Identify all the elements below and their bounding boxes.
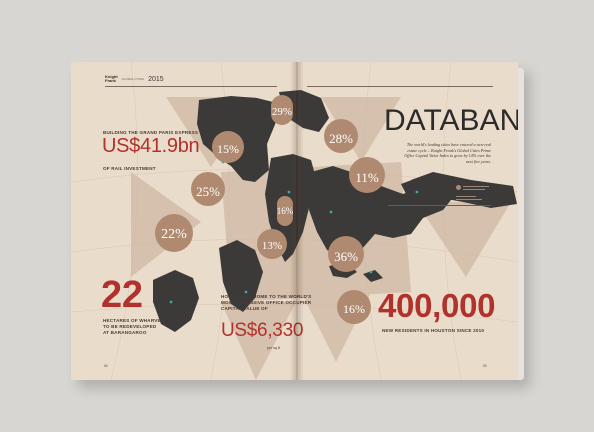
bubble-value: 29% — [271, 105, 293, 118]
header-rule-left — [105, 86, 277, 87]
hong-kong-caption-line2: MOST EXPENSIVE OFFICE OCCUPIER — [221, 299, 312, 305]
bubble-value: 15% — [217, 142, 239, 156]
databank-divider — [388, 205, 491, 206]
houston-caption: NEW RESIDENTS IN HOUSTON SINCE 2010 — [382, 328, 485, 333]
legend-rule — [463, 189, 485, 190]
bubble-value: 25% — [196, 183, 220, 199]
databank-title: DATABANK — [384, 104, 518, 137]
bubble-label — [282, 103, 283, 106]
spine-gutter — [290, 62, 304, 380]
knight-frank-logo: Knight Frank — [105, 75, 118, 83]
bubble-value: 11% — [355, 169, 379, 185]
wharves-number: 22 — [101, 274, 143, 316]
percentage-bubble: 28% — [324, 119, 358, 153]
bubble-label — [346, 246, 347, 249]
legend-rule — [456, 199, 482, 200]
wharves-caption: HECTARES OF WHARVES TO BE REDEVELOPED AT… — [103, 318, 164, 336]
databank-intro: The world's leading cities have entered … — [404, 142, 491, 165]
wharves-caption-line1: HECTARES OF WHARVES — [103, 318, 165, 323]
bubble-label — [367, 167, 368, 170]
bubble-value: 13% — [261, 239, 283, 252]
bubble-value: 16% — [276, 205, 294, 216]
grand-paris-headline: BUILDING THE GRAND PARIS EXPRESS — [103, 130, 199, 135]
right-page-number: 89 — [483, 364, 487, 368]
bubble-label — [174, 224, 175, 227]
bubble-label — [354, 299, 355, 302]
percentage-bubble: 29% — [271, 95, 293, 125]
percentage-bubble: 36% — [328, 236, 364, 272]
issue-year: 2015 — [148, 75, 164, 83]
percentage-bubble: 15% — [212, 131, 244, 163]
logo-text-line2: Frank — [105, 78, 116, 83]
hong-kong-caption-line1: HONG KONG HOME TO THE WORLD'S — [221, 294, 312, 299]
percentage-bubble: 13% — [257, 229, 287, 259]
bubble-value: 28% — [329, 130, 353, 146]
magazine-spread: Knight Frank GLOBAL CITIES 2015 BUILDING… — [71, 62, 518, 380]
percentage-bubble: 16% — [277, 196, 293, 226]
percentage-bubble: 25% — [191, 172, 225, 206]
header-rule-right — [307, 86, 493, 87]
grand-paris-caption: OF RAIL INVESTMENT — [103, 166, 156, 171]
bubble-value: 36% — [334, 248, 358, 264]
bubble-label — [341, 128, 342, 131]
bubble-value: 22% — [161, 227, 187, 242]
houston-number: 400,000 — [378, 287, 496, 324]
grand-paris-amount: US$41.9bn — [102, 135, 200, 157]
left-page-number: 88 — [104, 364, 108, 368]
percentage-bubble: 11% — [349, 157, 385, 193]
percentage-bubble: 22% — [155, 214, 193, 252]
wharves-caption-line3: AT BARANGAROO — [103, 329, 147, 335]
wharves-caption-line2: TO BE REDEVELOPED — [103, 323, 157, 329]
bubble-label — [208, 181, 209, 184]
masthead: Knight Frank GLOBAL CITIES 2015 — [105, 75, 164, 83]
bubble-value: 16% — [343, 302, 365, 316]
hong-kong-caption-line3: CAPITAL VALUE OF — [221, 305, 268, 311]
hong-kong-caption: HONG KONG HOME TO THE WORLD'S MOST EXPEN… — [221, 294, 312, 312]
legend-swatch — [456, 185, 461, 190]
percentage-bubble: 16% — [337, 290, 371, 324]
logo-text-line1: Knight — [105, 74, 118, 79]
legend-rule — [456, 196, 476, 197]
hong-kong-amount: US$6,330 — [221, 320, 304, 341]
issue-tag: GLOBAL CITIES — [121, 77, 145, 81]
legend-rule — [463, 186, 489, 187]
bubble-label — [228, 139, 229, 142]
hong-kong-unit: per sq ft — [267, 346, 280, 350]
bubble-label — [272, 237, 273, 240]
page-stack-edge — [516, 68, 524, 380]
